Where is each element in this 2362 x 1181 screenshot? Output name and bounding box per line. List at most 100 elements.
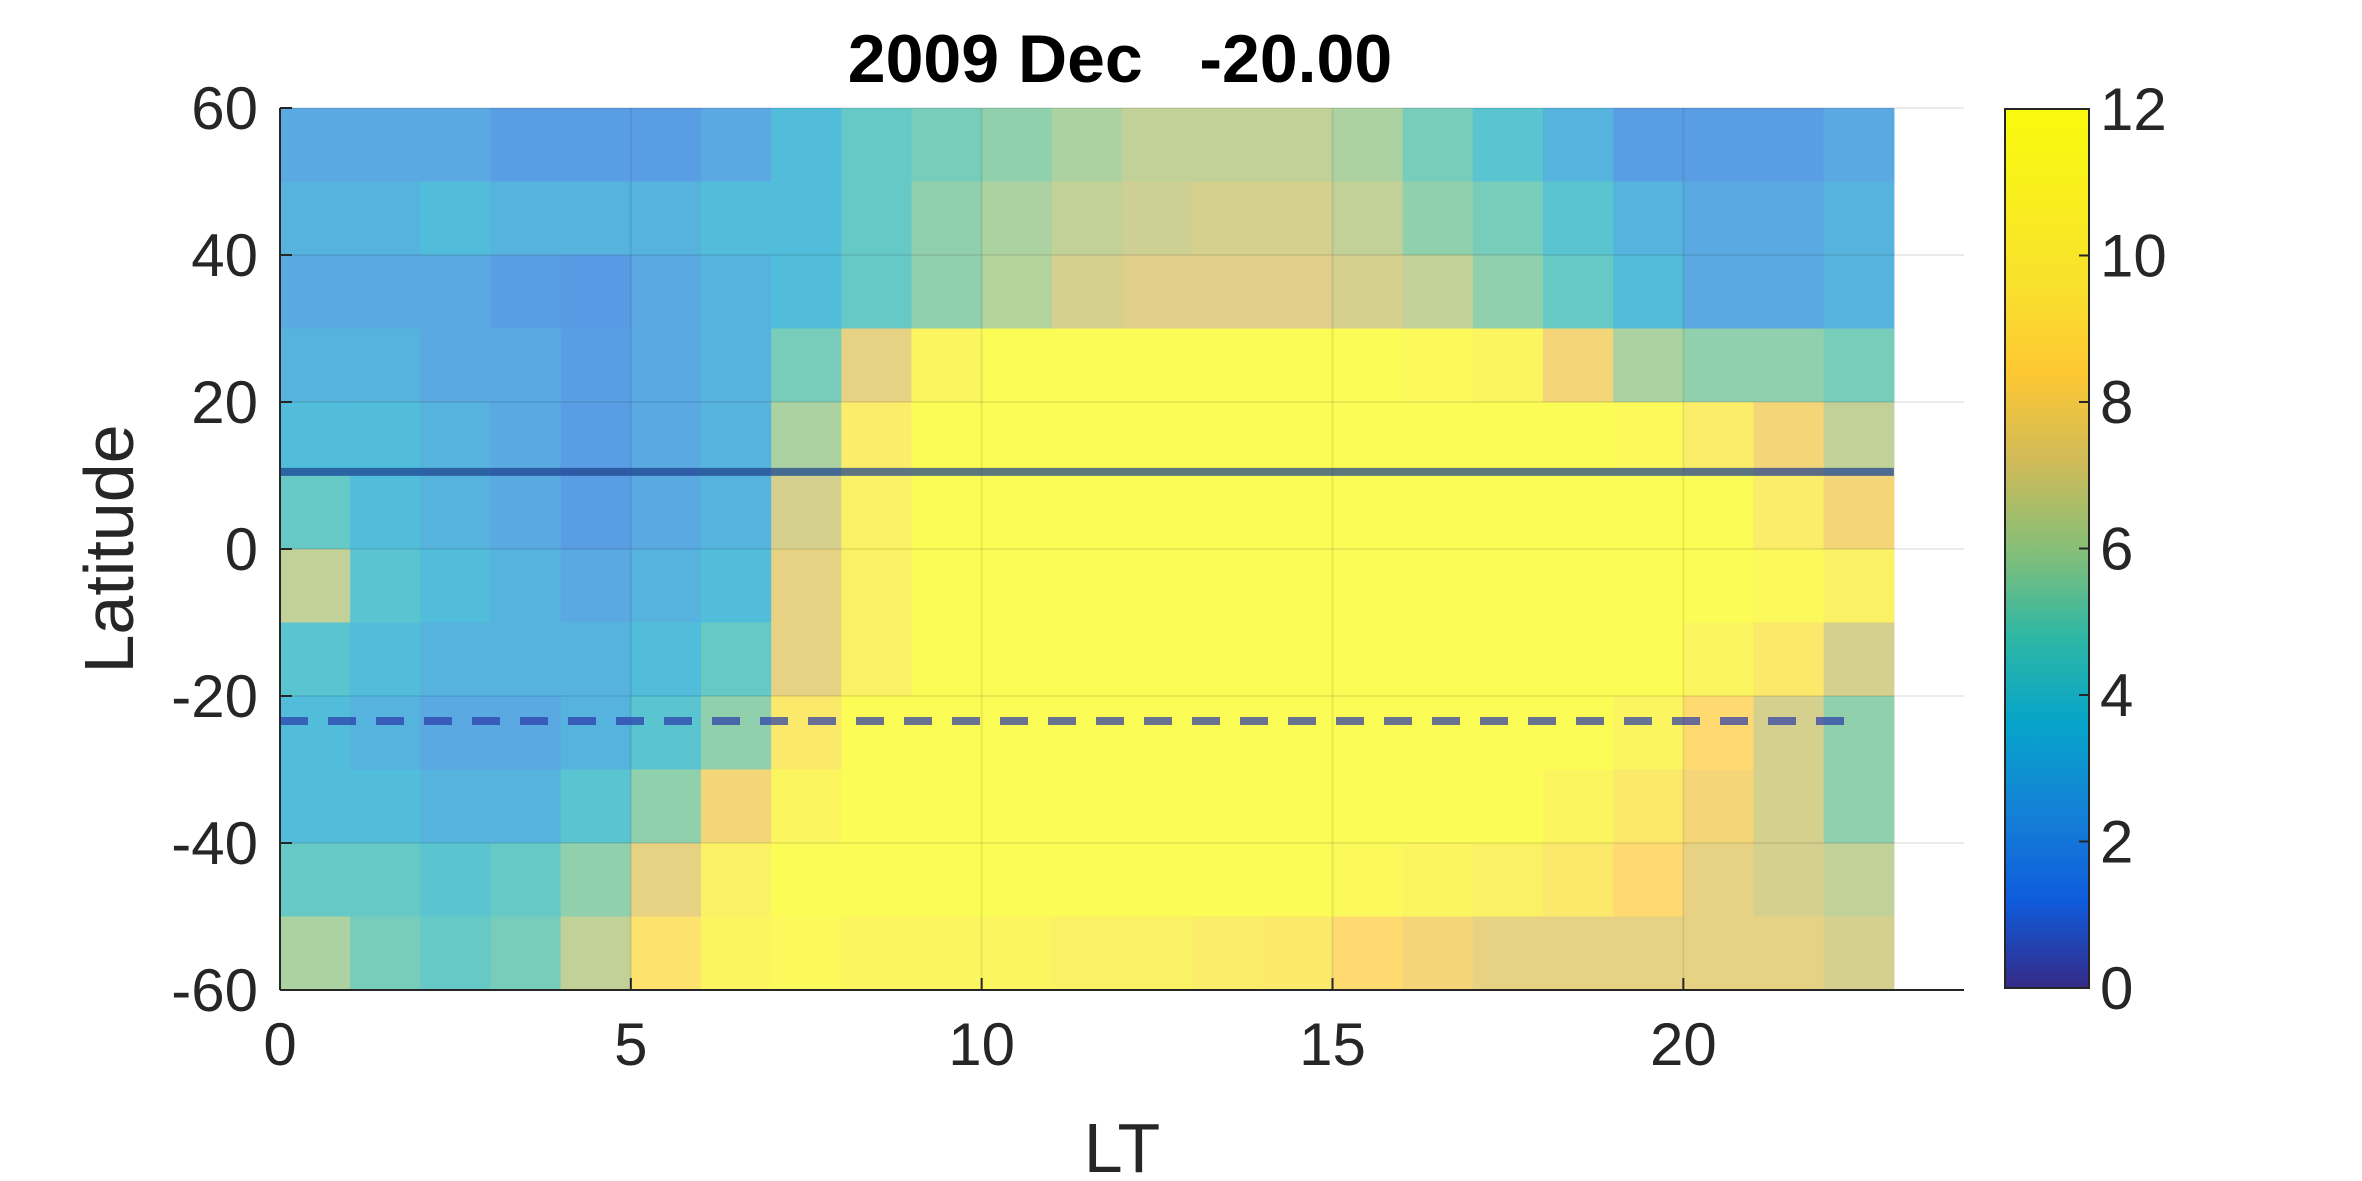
- heatmap-cell: [630, 696, 702, 771]
- heatmap-cell: [1472, 402, 1544, 477]
- x-tick-label: 20: [1650, 1011, 1717, 1078]
- heatmap-cell: [1332, 255, 1404, 330]
- heatmap-cell: [630, 108, 702, 183]
- heatmap-cell: [771, 622, 842, 697]
- heatmap-cell: [1262, 475, 1334, 550]
- heatmap-cell: [280, 622, 351, 697]
- heatmap-cell: [630, 328, 702, 403]
- heatmap-cell: [701, 769, 772, 844]
- heatmap-cell: [560, 255, 632, 330]
- heatmap-cell: [841, 108, 913, 183]
- heatmap-cell: [1122, 475, 1193, 550]
- heatmap-cell: [560, 916, 632, 991]
- heatmap-cell: [911, 769, 983, 844]
- heatmap-cell: [1823, 769, 1895, 844]
- heatmap-cell: [841, 475, 913, 550]
- heatmap-cell: [630, 769, 702, 844]
- heatmap-cell: [1192, 108, 1263, 183]
- heatmap-cell: [1262, 622, 1334, 697]
- heatmap-cell: [1051, 843, 1123, 918]
- heatmap-cell: [1613, 108, 1684, 183]
- colorbar-tick-label: 10: [2100, 223, 2167, 290]
- heatmap-cell: [350, 328, 421, 403]
- heatmap-cell: [701, 916, 772, 991]
- heatmap-cell: [1543, 622, 1614, 697]
- colorbar-tick-label: 2: [2100, 809, 2133, 876]
- heatmap-cell: [490, 475, 562, 550]
- heatmap-cell: [771, 696, 842, 771]
- colorbar: [2004, 108, 2090, 989]
- heatmap-cell: [1472, 769, 1544, 844]
- heatmap-cell: [701, 475, 772, 550]
- heatmap-cell: [490, 108, 562, 183]
- heatmap-cell: [1472, 916, 1544, 991]
- heatmap-cell: [1332, 328, 1404, 403]
- heatmap-cell: [1402, 916, 1474, 991]
- heatmap-cell: [771, 475, 842, 550]
- colorbar-tick-label: 12: [2100, 76, 2167, 143]
- heatmap-cell: [1683, 843, 1755, 918]
- heatmap-cell: [280, 255, 351, 330]
- heatmap-cell: [1472, 255, 1544, 330]
- heatmap-cell: [1683, 916, 1755, 991]
- heatmap-cell: [280, 402, 351, 477]
- heatmap-cell: [981, 108, 1053, 183]
- heatmap-cell: [1753, 696, 1825, 771]
- heatmap-cell: [911, 108, 983, 183]
- x-tick-label: 15: [1299, 1011, 1366, 1078]
- heatmap-cell: [490, 181, 562, 256]
- heatmap-cell: [841, 549, 913, 624]
- heatmap-cell: [420, 181, 492, 256]
- heatmap-cell: [1051, 255, 1123, 330]
- heatmap-cell: [1823, 843, 1895, 918]
- heatmap-cell: [350, 475, 421, 550]
- grid-lines: [279, 107, 1964, 991]
- heatmap-cell: [701, 181, 772, 256]
- heatmap-cell: [1402, 475, 1474, 550]
- reference-lines: [280, 467, 1894, 725]
- heatmap-cell: [1753, 916, 1825, 991]
- heatmap-cell: [1262, 696, 1334, 771]
- heatmap-cell: [1753, 843, 1825, 918]
- heatmap-cell: [420, 402, 492, 477]
- heatmap-cell: [1683, 549, 1755, 624]
- heatmap-cell: [981, 549, 1053, 624]
- heatmap-cell: [1332, 181, 1404, 256]
- heatmap-cell: [1332, 916, 1404, 991]
- y-tick-label: -60: [171, 957, 258, 1024]
- heatmap-cell: [1262, 108, 1334, 183]
- heatmap-cell: [701, 696, 772, 771]
- heatmap-cell: [1332, 549, 1404, 624]
- heatmap-cell: [280, 916, 351, 991]
- heatmap-cell: [1192, 843, 1263, 918]
- heatmap-cell: [1472, 328, 1544, 403]
- heatmap-cell: [1472, 475, 1544, 550]
- y-tick-label: 60: [191, 75, 258, 142]
- heatmap-cell: [1192, 549, 1263, 624]
- heatmap-cell: [1753, 255, 1825, 330]
- heatmap-cell: [1402, 549, 1474, 624]
- heatmap-cell: [420, 549, 492, 624]
- heatmap-cell: [280, 475, 351, 550]
- x-axis-label: LT: [1084, 1109, 1161, 1181]
- heatmap-cell: [911, 475, 983, 550]
- heatmap-cell: [1683, 328, 1755, 403]
- heatmap-cell: [1402, 696, 1474, 771]
- heatmap-cell: [1613, 696, 1684, 771]
- heatmap-cell: [771, 769, 842, 844]
- heatmap-cell: [911, 328, 983, 403]
- heatmap-cell: [1753, 108, 1825, 183]
- heatmap-cell: [1543, 769, 1614, 844]
- heatmap-cell: [1122, 622, 1193, 697]
- heatmap-cell: [701, 328, 772, 403]
- heatmap-cell: [560, 769, 632, 844]
- heatmap-cell: [560, 402, 632, 477]
- colorbar-tick-label: 4: [2100, 662, 2133, 729]
- heatmap-cell: [560, 843, 632, 918]
- heatmap-cell: [1051, 696, 1123, 771]
- heatmap-cell: [1122, 769, 1193, 844]
- heatmap-cell: [1613, 475, 1684, 550]
- heatmap-cell: [911, 255, 983, 330]
- heatmap-cell: [1262, 769, 1334, 844]
- heatmap-cell: [981, 475, 1053, 550]
